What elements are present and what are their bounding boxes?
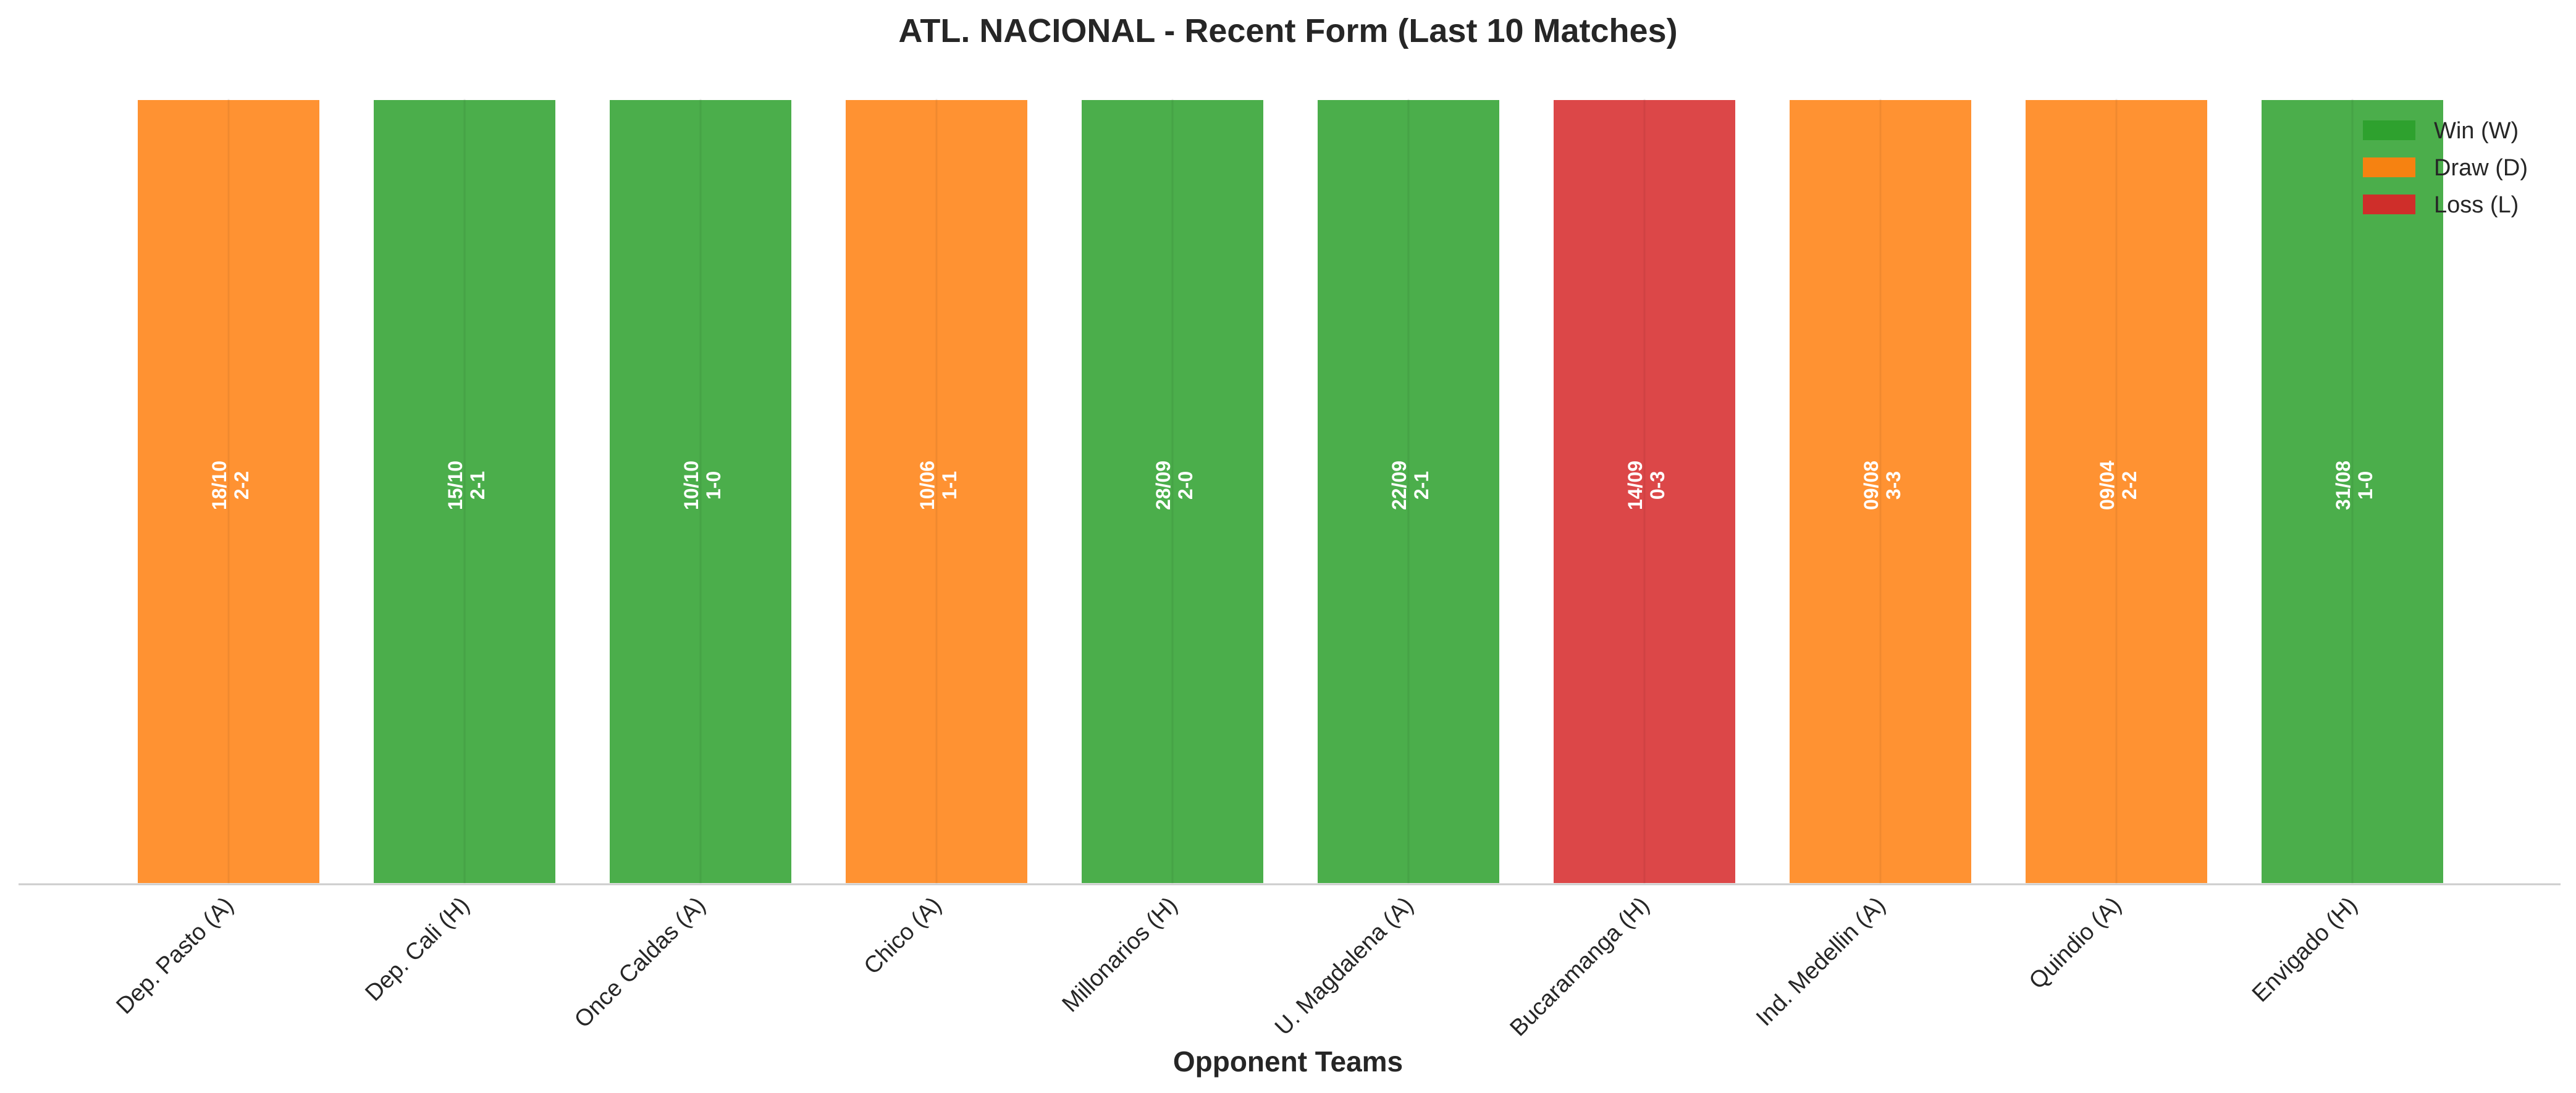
bar-6 (1315, 98, 1502, 886)
bar-score-7: 0-3 (1646, 471, 1669, 500)
bar-label-6: 22/092-1 (1388, 461, 1433, 510)
bar-label-7: 14/090-3 (1624, 461, 1669, 510)
bar-score-9: 2-2 (2118, 471, 2140, 500)
chart-title: ATL. NACIONAL - Recent Form (Last 10 Mat… (898, 12, 1677, 49)
bar-score-1: 2-2 (230, 471, 253, 500)
bar-date-9: 09/04 (2096, 461, 2118, 510)
x-tick-label-4: Chico (A) (859, 892, 947, 980)
bar-date-6: 22/09 (1388, 461, 1410, 510)
legend-label-l: Loss (L) (2434, 192, 2519, 218)
bar-score-4: 1-1 (938, 471, 961, 500)
bar-label-2: 15/102-1 (444, 461, 489, 510)
bar-label-4: 10/061-1 (916, 461, 961, 510)
bar-2 (371, 98, 558, 886)
bar-date-1: 18/10 (208, 461, 230, 510)
bar-date-10: 31/08 (2332, 461, 2354, 510)
bar-label-9: 09/042-2 (2096, 461, 2140, 510)
bars-group (135, 98, 2446, 886)
bar-date-5: 28/09 (1152, 461, 1174, 510)
x-tick-label-3: Once Caldas (A) (570, 892, 710, 1033)
bar-label-1: 18/102-2 (208, 461, 253, 510)
legend-swatch-d (2363, 157, 2415, 177)
legend: Win (W) Draw (D) Loss (L) (2363, 118, 2528, 218)
bar-date-3: 10/10 (680, 461, 702, 510)
bar-score-5: 2-0 (1174, 471, 1197, 500)
x-tick-label-1: Dep. Pasto (A) (111, 892, 238, 1020)
x-tick-label-2: Dep. Cali (H) (360, 892, 474, 1007)
bar-7 (1551, 98, 1738, 886)
x-tick-label-7: Bucaramanga (H) (1505, 892, 1655, 1042)
bar-10 (2259, 98, 2446, 886)
bar-score-10: 1-0 (2354, 471, 2376, 500)
bar-label-10: 31/081-0 (2332, 461, 2376, 510)
legend-label-w: Win (W) (2434, 118, 2519, 144)
bar-score-3: 1-0 (702, 471, 725, 500)
bar-1 (135, 98, 322, 886)
bar-label-3: 10/101-0 (680, 461, 725, 510)
bar-5 (1079, 98, 1266, 886)
bar-date-2: 15/10 (444, 461, 466, 510)
legend-swatch-w (2363, 120, 2415, 140)
x-tick-label-8: Ind. Medellin (A) (1751, 892, 1890, 1031)
bar-date-7: 14/09 (1624, 461, 1646, 510)
x-tick-label-5: Millonarios (H) (1057, 892, 1182, 1018)
bar-label-8: 09/083-3 (1860, 461, 1905, 510)
bar-date-4: 10/06 (916, 461, 938, 510)
bar-label-5: 28/092-0 (1152, 461, 1197, 510)
x-axis-label: Opponent Teams (1173, 1045, 1403, 1078)
bar-3 (607, 98, 794, 886)
x-tick-label-9: Quindio (A) (2024, 892, 2127, 995)
bar-score-8: 3-3 (1882, 471, 1905, 500)
legend-swatch-l (2363, 195, 2415, 214)
bar-8 (1787, 98, 1974, 886)
bar-4 (843, 98, 1030, 886)
legend-label-d: Draw (D) (2434, 155, 2528, 181)
bar-score-2: 2-1 (466, 471, 489, 500)
bar-labels-group: 18/102-2 15/102-1 10/101-0 10/061-1 28/092-0… (208, 461, 2376, 510)
x-tick-labels: Dep. Pasto (A) Dep. Cali (H) Once Caldas (… (111, 892, 2362, 1042)
x-tick-label-6: U. Magdalena (A) (1270, 892, 1418, 1041)
bar-score-6: 2-1 (1410, 471, 1433, 500)
x-tick-label-10: Envigado (H) (2247, 892, 2363, 1008)
bar-date-8: 09/08 (1860, 461, 1882, 510)
